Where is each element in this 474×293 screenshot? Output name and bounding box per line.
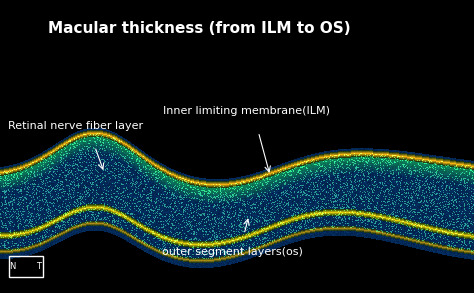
- Text: N: N: [9, 262, 15, 271]
- Text: T: T: [36, 262, 41, 271]
- Text: Retinal nerve fiber layer: Retinal nerve fiber layer: [8, 121, 144, 131]
- Text: outer segment layers(os): outer segment layers(os): [162, 247, 303, 257]
- Text: Macular thickness (from ILM to OS): Macular thickness (from ILM to OS): [48, 21, 350, 35]
- Text: Inner limiting membrane(ILM): Inner limiting membrane(ILM): [163, 106, 330, 116]
